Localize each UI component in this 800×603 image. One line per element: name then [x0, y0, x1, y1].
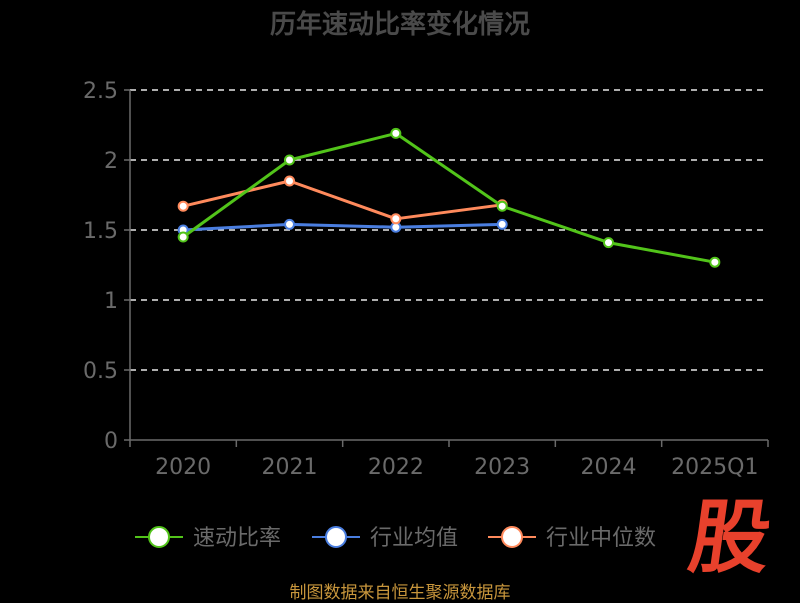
- x-tick-label: 2024: [581, 455, 637, 480]
- series-line: [182, 179, 503, 221]
- data-point: [496, 218, 508, 230]
- data-point: [284, 218, 295, 230]
- x-tick-label: 2023: [474, 455, 530, 480]
- chart-title: 历年速动比率变化情况: [269, 10, 530, 40]
- grid-lines: [130, 89, 768, 371]
- y-tick-label: 0.5: [83, 359, 118, 384]
- legend: 速动比率 行业均值 行业中位数: [135, 526, 656, 551]
- legend-label: 速动比率: [193, 526, 281, 551]
- y-tick-label: 2.5: [83, 79, 118, 104]
- legend-marker: [148, 526, 170, 548]
- series-line: [182, 131, 716, 264]
- data-point: [177, 200, 189, 212]
- series-lines: [177, 127, 721, 268]
- watermark-logo: 股: [683, 491, 777, 584]
- series-line: [183, 222, 503, 232]
- y-tick-label: 2: [104, 149, 118, 174]
- y-tick-label: 1: [104, 289, 118, 314]
- data-point: [496, 200, 508, 212]
- x-tick-label: 2021: [262, 455, 318, 480]
- data-point: [284, 154, 295, 166]
- data-point: [390, 127, 402, 139]
- data-point: [284, 175, 295, 187]
- y-tick-label: 1.5: [83, 219, 118, 244]
- x-tick-label: 2020: [155, 455, 211, 480]
- x-tick-label: 2025Q1: [671, 455, 758, 480]
- x-tick-label: 2022: [368, 455, 424, 480]
- data-point: [390, 213, 402, 225]
- legend-marker: [501, 526, 523, 548]
- legend-marker: [325, 526, 347, 548]
- data-point: [603, 237, 614, 249]
- data-point: [177, 231, 189, 243]
- legend-label: 行业中位数: [546, 526, 656, 551]
- data-point: [709, 256, 721, 268]
- legend-label: 行业均值: [370, 526, 458, 551]
- source-footer: 制图数据来自恒生聚源数据库: [289, 583, 511, 603]
- y-tick-label: 0: [104, 429, 118, 454]
- axes: 0 0.5 1 1.5 2 2.5 2020 2021 2022 2023 2024 2025Q1: [83, 79, 769, 480]
